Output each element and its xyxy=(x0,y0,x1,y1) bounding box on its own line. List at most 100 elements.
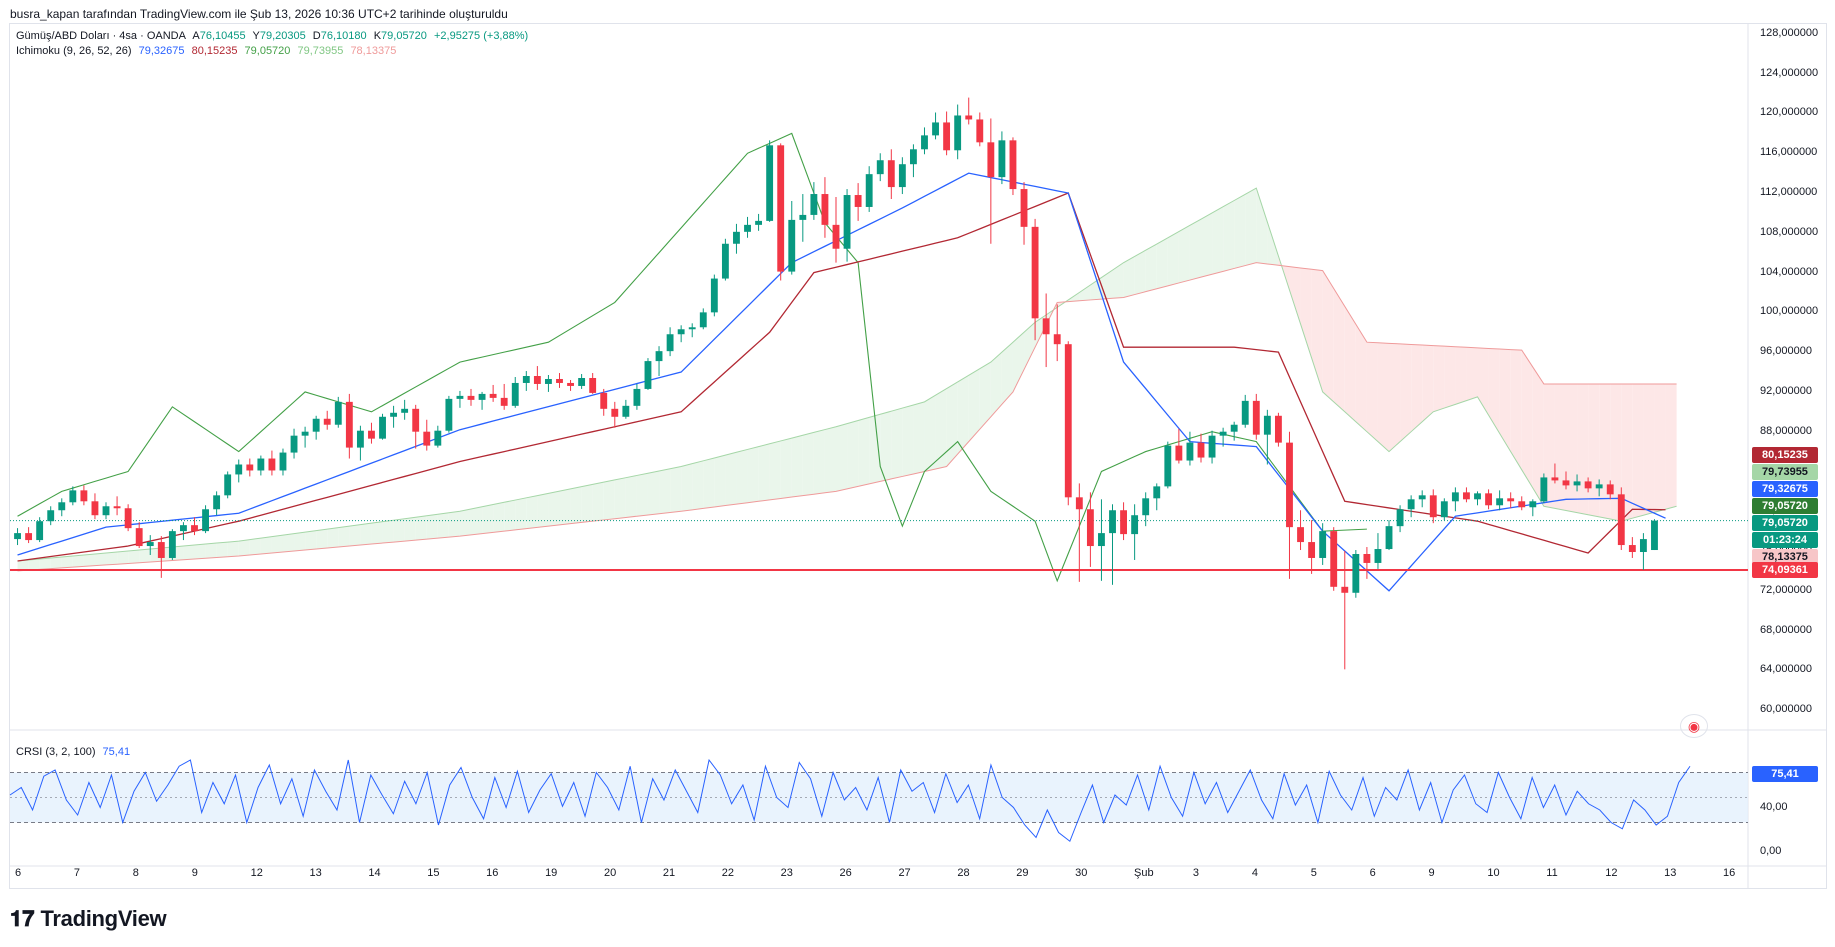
candle-body xyxy=(1308,542,1316,558)
ichimoku-cloud-segment xyxy=(780,438,792,499)
span-b-value: 78,13375 xyxy=(350,45,397,57)
time-tick-label: 27 xyxy=(898,867,911,879)
ichimoku-cloud-segment xyxy=(1632,383,1644,519)
candle-body xyxy=(290,435,298,453)
ichimoku-cloud-segment xyxy=(946,381,958,467)
candle-body xyxy=(1053,334,1061,345)
candle-body xyxy=(1098,533,1105,547)
time-tick-label: 30 xyxy=(1075,867,1088,879)
candle-body xyxy=(434,430,442,446)
ichimoku-cloud-segment xyxy=(1466,347,1478,401)
tradingview-wordmark: TradingView xyxy=(40,906,167,931)
kijun-sen-line xyxy=(17,192,1666,562)
price-tick-label: 88,000000 xyxy=(1760,424,1812,437)
time-tick-label: 29 xyxy=(1016,867,1029,879)
ichimoku-cloud-segment xyxy=(128,550,140,564)
ichimoku-cloud-segment xyxy=(1012,332,1025,392)
candle-body xyxy=(1075,497,1083,510)
candle-body xyxy=(1518,501,1526,508)
candle-body xyxy=(1109,510,1116,534)
candle-body xyxy=(843,195,851,249)
ichimoku-cloud-segment xyxy=(880,411,892,482)
candle-body xyxy=(390,412,398,417)
time-tick-label: 14 xyxy=(368,867,381,879)
flag-icon[interactable]: ◉ xyxy=(1680,714,1708,738)
ichimoku-cloud-segment xyxy=(1245,188,1257,266)
ichimoku-cloud-segment xyxy=(636,473,648,517)
candle-body xyxy=(1252,400,1260,435)
tradingview-logo[interactable]: 𝟏𝟕 TradingView xyxy=(10,906,167,932)
ichimoku-cloud-segment xyxy=(913,401,925,474)
candle-body xyxy=(423,431,431,446)
candle-body xyxy=(1474,493,1481,500)
candle-body xyxy=(80,490,88,502)
candle-body xyxy=(36,521,44,541)
crsi-label[interactable]: CRSI (3, 2, 100) xyxy=(16,746,96,758)
candle-body xyxy=(401,408,409,413)
ichimoku-cloud-segment xyxy=(72,554,84,568)
candle-body xyxy=(1009,140,1017,190)
candle-body xyxy=(1418,495,1426,500)
candle-body xyxy=(412,408,420,432)
price-badge: 79,05720 xyxy=(1752,498,1818,514)
ichimoku-cloud-segment xyxy=(592,482,604,522)
price-tick-label: 112,000000 xyxy=(1760,186,1818,199)
ichimoku-cloud-segment xyxy=(1433,345,1445,412)
candle-body xyxy=(600,392,608,409)
ichimoku-cloud-segment xyxy=(360,523,372,546)
time-tick-label: 13 xyxy=(309,867,322,879)
ichimoku-cloud-segment xyxy=(471,506,483,535)
price-badge: 78,13375 xyxy=(1752,549,1818,565)
candle-body xyxy=(368,430,375,439)
ichimoku-cloud-segment xyxy=(28,558,40,571)
ichimoku-cloud-segment xyxy=(1145,244,1157,292)
candle-body xyxy=(1429,495,1437,518)
candle-body xyxy=(898,164,906,188)
price-tick-label: 124,000000 xyxy=(1760,66,1819,79)
open-value: 76,10455 xyxy=(199,30,246,42)
open-label: A xyxy=(192,30,200,42)
candle-body xyxy=(1319,531,1327,558)
ichimoku-cloud-segment xyxy=(249,538,261,555)
ichimoku-cloud-segment xyxy=(813,429,825,495)
crsi-legend: CRSI (3, 2, 100) 75,41 xyxy=(16,746,134,758)
candle-body xyxy=(1573,481,1581,486)
time-tick-label: Şub xyxy=(1134,867,1154,879)
candle-body xyxy=(1142,498,1150,516)
price-tick-label: 104,000000 xyxy=(1760,265,1819,278)
ichimoku-cloud-segment xyxy=(282,533,295,553)
candle-body xyxy=(655,351,663,362)
price-badge: 80,15235 xyxy=(1752,447,1818,463)
symbol-title[interactable]: Gümüş/ABD Doları · 4sa · OANDA xyxy=(16,30,186,42)
ichimoku-cloud-segment xyxy=(603,479,615,520)
candle-body xyxy=(257,458,265,471)
ichimoku-cloud-segment xyxy=(1001,342,1013,405)
ichimoku-cloud-segment xyxy=(1411,344,1423,432)
ichimoku-cloud-segment xyxy=(1156,237,1168,289)
ichimoku-cloud-segment xyxy=(1167,231,1179,286)
price-badge: 79,32675 xyxy=(1752,481,1818,497)
ichimoku-label[interactable]: Ichimoku (9, 26, 52, 26) xyxy=(16,45,132,57)
candle-body xyxy=(1131,515,1139,535)
candle-body xyxy=(312,418,320,432)
ichimoku-cloud-segment xyxy=(1223,200,1235,272)
ichimoku-cloud-segment xyxy=(670,466,682,513)
candle-body xyxy=(1440,501,1448,518)
ichimoku-legend: Ichimoku (9, 26, 52, 26) 79,32675 80,152… xyxy=(16,45,400,57)
ichimoku-cloud-segment xyxy=(548,491,560,527)
time-tick-label: 12 xyxy=(250,867,263,879)
ichimoku-cloud-segment xyxy=(1200,212,1213,278)
span-a-value: 79,73955 xyxy=(297,45,344,57)
candle-body xyxy=(1595,484,1603,489)
ichimoku-cloud-segment xyxy=(459,509,472,537)
candle-body xyxy=(777,145,785,272)
candle-body xyxy=(1263,415,1271,435)
ichimoku-cloud-segment xyxy=(61,555,73,568)
ichimoku-cloud-segment xyxy=(1322,270,1334,402)
candle-body xyxy=(500,397,508,406)
candle-body xyxy=(202,509,209,532)
ichimoku-cloud-segment xyxy=(1366,342,1378,442)
candle-body xyxy=(1606,484,1614,495)
ichimoku-cloud-segment xyxy=(736,449,748,505)
